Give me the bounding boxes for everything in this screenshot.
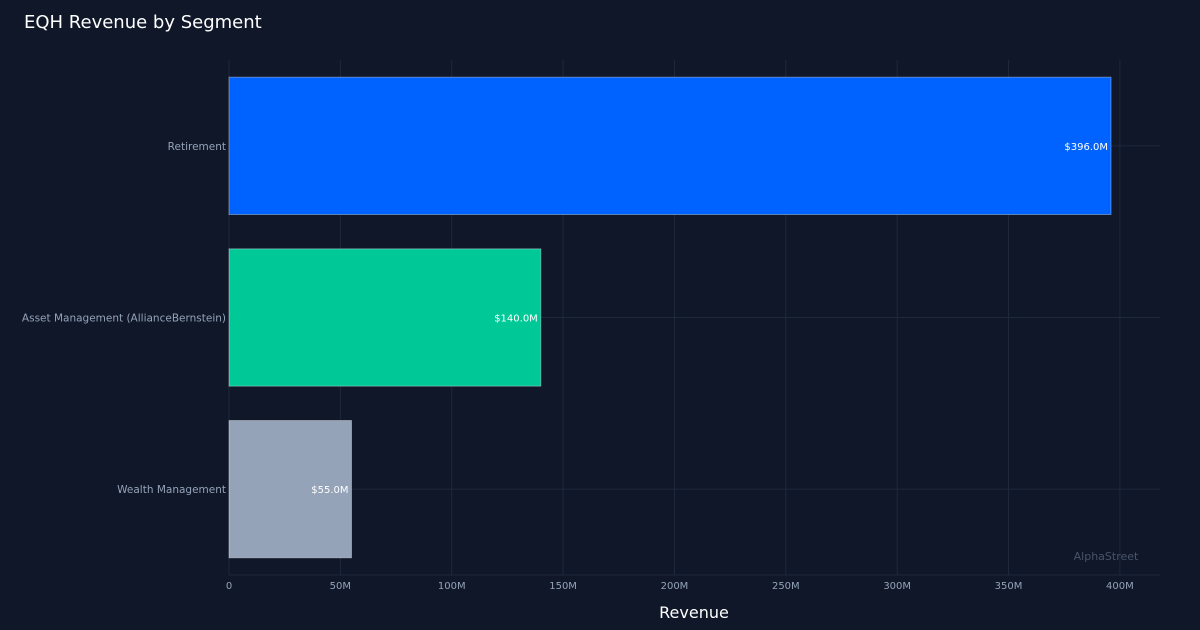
bar (228, 420, 352, 559)
x-tick-label: 400M (1106, 581, 1134, 592)
x-tick-label: 100M (438, 581, 466, 592)
x-tick-label: 350M (995, 581, 1023, 592)
axis-layer: 0 50M 100M 150M 200M 250M 300M 350M 400M Retireme… (22, 141, 1160, 592)
y-tick-label: Retirement (168, 141, 226, 153)
watermark: AlphaStreet (1074, 550, 1139, 563)
x-axis-label: Revenue (659, 603, 729, 622)
chart-title: EQH Revenue by Segment (24, 12, 262, 33)
x-tick-label: 250M (772, 581, 800, 592)
x-tick-label: 50M (330, 581, 351, 592)
bar-value-label: $140.0M (494, 314, 538, 325)
bar-value-label: $396.0M (1064, 142, 1108, 153)
y-tick-label: Wealth Management (117, 484, 226, 496)
x-tick-label: 300M (883, 581, 911, 592)
bar-layer (228, 76, 1112, 559)
x-tick-label: 150M (549, 581, 577, 592)
label-layer: $396.0M $140.0M $55.0M (311, 142, 1108, 496)
bar (228, 248, 542, 387)
x-tick-label: 0 (226, 581, 232, 592)
bar (228, 76, 1112, 215)
x-tick-label: 200M (661, 581, 689, 592)
bar-value-label: $55.0M (311, 485, 348, 496)
y-tick-label: Asset Management (AllianceBernstein) (22, 313, 226, 325)
